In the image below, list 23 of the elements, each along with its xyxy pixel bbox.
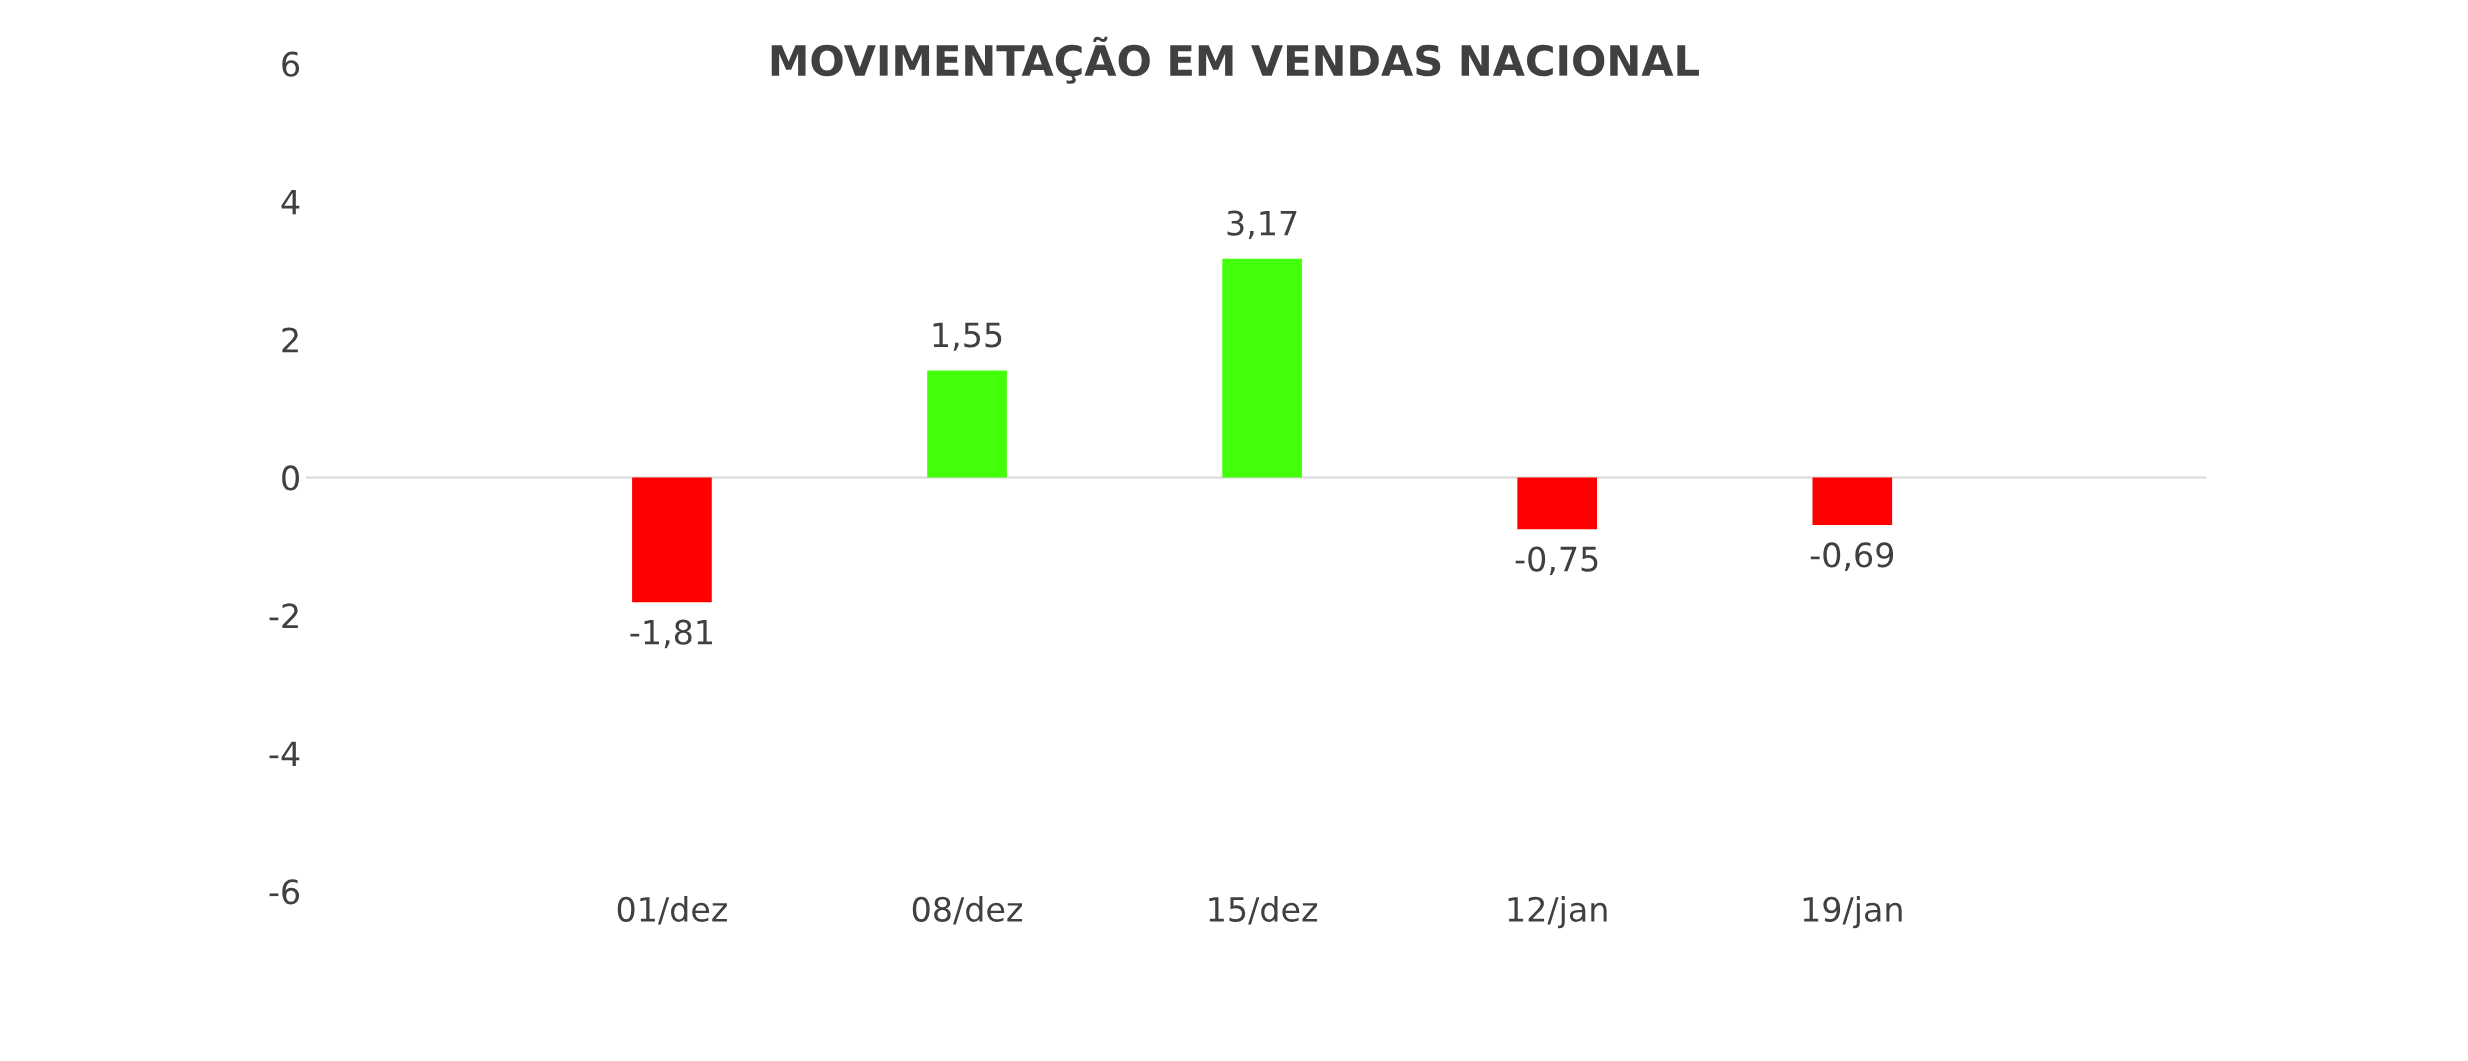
bar [632,477,712,603]
y-tick-label: -6 [269,879,300,905]
y-tick-label: -4 [269,741,300,766]
chart-title: MOVIMENTAÇÃO EM VENDAS NACIONAL [771,36,1699,84]
y-tick-label: 2 [282,327,298,353]
x-tick-label: 12/jan [1508,896,1607,929]
data-label: -0,69 [1810,542,1894,571]
data-label: 3,17 [1227,210,1297,240]
y-tick-label: 0 [282,465,299,491]
y-tick-label: -2 [269,603,298,629]
x-tick-label: 01/dez [617,896,727,925]
data-label: -1,81 [630,619,712,649]
y-tick-label: 6 [282,51,300,77]
data-label: 1,55 [933,322,1002,351]
bar [1517,477,1598,530]
bar [1222,258,1302,478]
bar [1812,477,1893,526]
bar [927,370,1007,478]
y-tick-label: 4 [281,189,300,215]
data-label: -0,75 [1515,546,1598,576]
x-tick-label: 15/dez [1209,896,1318,925]
x-tick-label: 19/jan [1803,896,1902,929]
x-tick-label: 08/dez [912,896,1022,925]
